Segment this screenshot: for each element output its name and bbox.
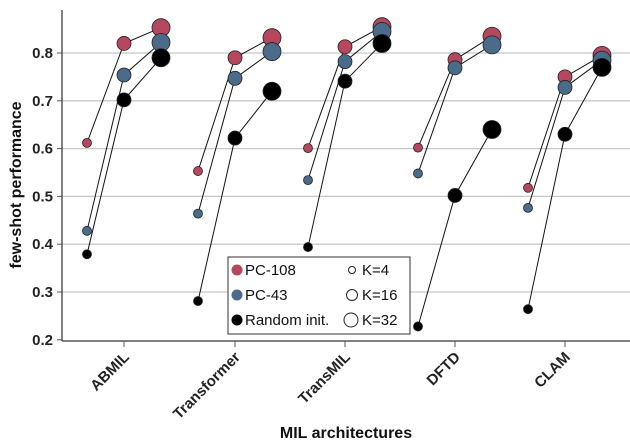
y-tick-label: 0.6	[32, 141, 53, 158]
x-tick-label: DFTD	[424, 349, 464, 389]
series-line	[417, 129, 493, 327]
data-point	[482, 120, 502, 139]
data-point	[303, 175, 313, 186]
y-tick-label: 0.5	[32, 188, 53, 205]
legend-marker-k16	[346, 289, 358, 301]
legend-k32: K=32	[362, 312, 397, 329]
data-point	[227, 50, 243, 66]
data-point	[82, 225, 92, 236]
data-point	[523, 202, 533, 213]
y-tick-label: 0.2	[32, 332, 53, 349]
data-point	[482, 35, 502, 55]
data-point	[303, 242, 313, 252]
data-point	[447, 60, 463, 76]
data-point	[151, 48, 171, 68]
data-point	[116, 36, 132, 51]
data-point	[413, 321, 423, 332]
data-point	[303, 143, 313, 154]
y-axis-label: few-shot performance	[8, 101, 25, 268]
data-point	[82, 249, 92, 260]
data-point	[413, 142, 423, 153]
x-tick-label: TransMIL	[295, 349, 354, 408]
legend-pc108: PC-108	[245, 262, 296, 279]
data-point	[227, 70, 243, 86]
x-tick-label: ABMIL	[87, 349, 133, 395]
y-tick-label: 0.8	[32, 45, 53, 62]
data-point	[262, 81, 282, 101]
legend-marker-k32	[343, 312, 359, 328]
data-point	[523, 182, 533, 193]
x-axis-label: MIL architectures	[280, 425, 412, 442]
data-point	[413, 168, 423, 179]
legend-pc43: PC-43	[245, 287, 288, 304]
y-tick-label: 0.4	[32, 236, 54, 253]
legend-marker-k4	[348, 266, 356, 274]
data-point	[193, 208, 203, 219]
data-point	[523, 304, 533, 315]
data-point	[337, 54, 353, 70]
legend-marker-pc43	[231, 289, 243, 301]
legend-marker-pc108	[231, 264, 243, 276]
y-tick-label: 0.7	[32, 93, 53, 110]
data-point	[262, 42, 282, 61]
data-point	[447, 188, 463, 203]
legend-k4: K=4	[362, 262, 389, 279]
legend: PC-108 PC-43 Random init. K=4 K=16 K=32	[227, 256, 411, 335]
data-point	[372, 34, 392, 53]
legend-marker-random	[231, 314, 243, 326]
x-tick-label: CLAM	[531, 349, 574, 392]
legend-random: Random init.	[245, 312, 329, 329]
data-point	[227, 130, 243, 146]
data-point	[82, 137, 92, 148]
data-point	[193, 166, 203, 176]
x-tick-label: Transformer	[170, 349, 244, 423]
legend-k16: K=16	[362, 287, 397, 304]
data-point	[557, 126, 573, 142]
y-tick-label: 0.3	[32, 284, 53, 301]
data-point	[557, 80, 573, 95]
data-point	[337, 39, 353, 55]
data-point	[193, 296, 203, 306]
data-point	[116, 92, 132, 108]
data-point	[592, 57, 612, 77]
series-line	[527, 67, 603, 310]
series-line	[86, 57, 162, 255]
data-point	[116, 67, 132, 83]
data-point	[337, 73, 353, 89]
